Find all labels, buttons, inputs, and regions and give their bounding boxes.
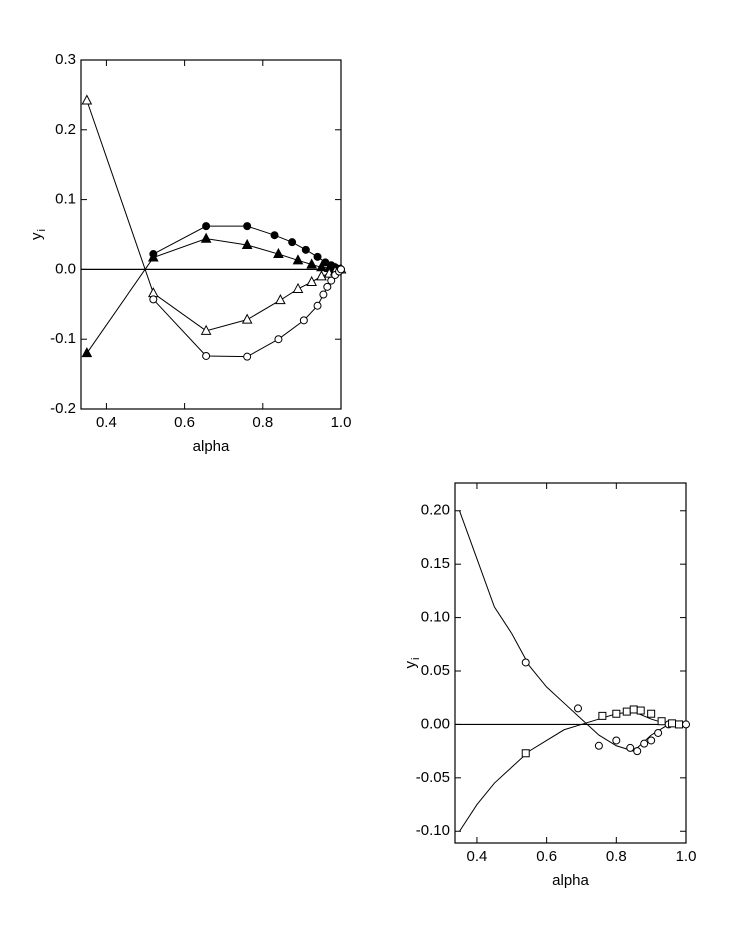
y-tick-label: 0.10: [421, 609, 450, 626]
y-tick-label: -0.2: [50, 400, 76, 417]
marker: [241, 313, 253, 324]
marker: [306, 275, 318, 286]
marker: [243, 222, 252, 231]
marker: [636, 706, 645, 715]
x-axis-title: alpha: [552, 872, 589, 889]
marker: [319, 290, 328, 299]
y-tick-label: 0.2: [55, 121, 76, 138]
marker: [81, 347, 93, 358]
marker: [682, 720, 690, 729]
marker: [654, 728, 663, 737]
marker: [521, 749, 530, 758]
marker: [626, 743, 635, 752]
marker: [202, 222, 211, 231]
series-line: [459, 711, 686, 832]
y-axis-title-sub: i: [410, 658, 422, 660]
plot-frame: [454, 482, 687, 844]
y-tick-label: 0.3: [55, 51, 76, 68]
y-tick-label: 0.1: [55, 191, 76, 208]
marker: [573, 704, 582, 713]
marker: [243, 352, 252, 361]
marker: [292, 282, 304, 293]
y-tick-label: -0.1: [50, 330, 76, 347]
marker: [622, 707, 631, 716]
marker: [274, 335, 283, 344]
marker: [337, 265, 345, 274]
y-axis-title-main: y: [28, 232, 45, 240]
y-tick-label: 0.20: [421, 502, 450, 519]
marker: [657, 717, 666, 726]
x-tick-label: 0.8: [606, 848, 627, 865]
marker: [313, 252, 322, 261]
marker: [598, 711, 607, 720]
marker: [148, 251, 159, 262]
marker: [612, 736, 621, 745]
y-axis-title-sub: i: [36, 229, 48, 231]
marker: [270, 231, 279, 240]
y-tick-label: 0.05: [421, 662, 450, 679]
marker: [306, 258, 318, 269]
marker: [200, 232, 212, 243]
marker: [316, 270, 327, 281]
marker: [633, 747, 642, 756]
marker: [327, 276, 336, 285]
x-tick-label: 1.0: [676, 848, 697, 865]
marker: [292, 254, 304, 265]
marker: [323, 282, 332, 291]
marker: [81, 94, 93, 105]
y-tick-label: -0.10: [416, 822, 450, 839]
marker: [241, 238, 253, 249]
marker: [647, 709, 656, 718]
marker: [313, 301, 322, 310]
marker: [299, 316, 308, 325]
y-tick-label: 0.0: [55, 260, 76, 277]
marker: [594, 741, 603, 750]
x-tick-label: 1.0: [331, 414, 352, 431]
marker: [273, 247, 284, 259]
marker: [521, 658, 530, 667]
marker: [301, 245, 310, 254]
x-tick-label: 0.8: [252, 414, 273, 431]
marker: [288, 238, 297, 247]
marker: [668, 719, 677, 728]
x-axis-title: alpha: [193, 438, 230, 455]
x-tick-label: 0.6: [174, 414, 195, 431]
series-line: [86, 238, 342, 354]
marker: [202, 351, 211, 360]
y-tick-label: 0.15: [421, 555, 450, 572]
plot-frame: [80, 59, 342, 410]
marker: [148, 287, 159, 298]
y-axis-title-main: y: [402, 660, 419, 668]
marker: [629, 705, 638, 714]
y-axis-title: yi: [28, 229, 48, 240]
series-line: [86, 100, 342, 332]
x-tick-label: 0.4: [96, 414, 117, 431]
x-tick-label: 0.6: [536, 848, 557, 865]
marker: [149, 295, 158, 304]
marker: [647, 736, 656, 745]
marker: [640, 739, 649, 748]
marker: [200, 324, 212, 335]
y-axis-title: yi: [402, 658, 422, 669]
x-tick-label: 0.4: [467, 848, 488, 865]
y-tick-label: -0.05: [416, 769, 450, 786]
y-tick-label: 0.00: [421, 715, 450, 732]
marker: [612, 709, 621, 718]
marker: [675, 720, 684, 729]
marker: [275, 294, 286, 305]
